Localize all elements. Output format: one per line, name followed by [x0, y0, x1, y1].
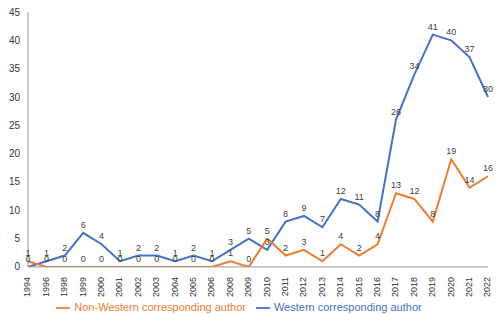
svg-text:2012: 2012: [298, 277, 308, 297]
svg-text:2001: 2001: [114, 277, 124, 297]
svg-text:2000: 2000: [96, 277, 106, 297]
svg-text:16: 16: [483, 163, 492, 173]
svg-text:0: 0: [117, 254, 122, 264]
svg-text:20: 20: [9, 148, 21, 159]
svg-text:1: 1: [25, 248, 30, 258]
svg-text:41: 41: [428, 22, 438, 32]
svg-text:2002: 2002: [133, 277, 143, 297]
svg-text:2: 2: [283, 243, 288, 253]
svg-text:1996: 1996: [41, 277, 51, 297]
svg-text:40: 40: [9, 35, 21, 46]
svg-text:2009: 2009: [243, 277, 253, 297]
svg-text:5: 5: [265, 226, 270, 236]
svg-text:25: 25: [9, 120, 21, 131]
svg-text:0: 0: [44, 254, 49, 264]
svg-text:2: 2: [62, 243, 67, 253]
svg-text:34: 34: [409, 61, 419, 71]
svg-text:3: 3: [265, 237, 270, 247]
svg-text:8: 8: [283, 209, 288, 219]
svg-text:5: 5: [246, 226, 251, 236]
svg-text:2004: 2004: [170, 277, 180, 297]
svg-text:7: 7: [320, 214, 325, 224]
svg-text:2017: 2017: [390, 277, 400, 297]
svg-text:19: 19: [446, 146, 456, 156]
svg-text:0: 0: [173, 254, 178, 264]
svg-text:2013: 2013: [317, 277, 327, 297]
svg-text:2003: 2003: [151, 277, 161, 297]
svg-text:2005: 2005: [188, 277, 198, 297]
svg-text:35: 35: [9, 63, 21, 74]
svg-text:4: 4: [99, 231, 104, 241]
svg-text:1999: 1999: [78, 277, 88, 297]
svg-text:0: 0: [209, 254, 214, 264]
svg-text:2020: 2020: [446, 277, 456, 297]
svg-text:26: 26: [391, 107, 401, 117]
svg-text:2014: 2014: [335, 277, 345, 297]
svg-text:1: 1: [228, 248, 233, 258]
svg-text:4: 4: [375, 231, 380, 241]
svg-text:4: 4: [338, 231, 343, 241]
svg-text:6: 6: [81, 220, 86, 230]
svg-text:0: 0: [81, 254, 86, 264]
svg-text:12: 12: [409, 186, 419, 196]
svg-text:10: 10: [9, 205, 21, 216]
svg-text:9: 9: [301, 203, 306, 213]
svg-text:45: 45: [9, 7, 21, 18]
svg-text:0: 0: [246, 254, 251, 264]
svg-text:0: 0: [191, 254, 196, 264]
svg-text:2: 2: [154, 243, 159, 253]
html-text:Non-Western corresponding auth: Non-Western corresponding author: [74, 300, 246, 313]
svg-text:40: 40: [446, 27, 456, 37]
html-text:Western corresponding author: Western corresponding author: [273, 300, 422, 313]
svg-text:14: 14: [465, 175, 475, 185]
svg-text:2: 2: [357, 243, 362, 253]
svg-text:0: 0: [154, 254, 159, 264]
svg-text:15: 15: [9, 176, 21, 187]
svg-text:3: 3: [228, 237, 233, 247]
svg-text:1998: 1998: [59, 277, 69, 297]
svg-text:2019: 2019: [427, 277, 437, 297]
svg-text:2011: 2011: [280, 277, 290, 296]
svg-text:2: 2: [191, 243, 196, 253]
svg-text:2006: 2006: [206, 277, 216, 297]
svg-text:2018: 2018: [409, 277, 419, 297]
svg-text:5: 5: [14, 233, 20, 244]
svg-text:37: 37: [465, 44, 475, 54]
svg-text:8: 8: [375, 209, 380, 219]
svg-text:30: 30: [483, 84, 492, 94]
svg-text:2022: 2022: [482, 277, 492, 297]
svg-text:0: 0: [99, 254, 104, 264]
svg-text:0: 0: [25, 253, 31, 264]
svg-text:2010: 2010: [262, 277, 272, 297]
svg-text:1: 1: [320, 248, 325, 258]
svg-text:3: 3: [301, 237, 306, 247]
svg-text:2021: 2021: [464, 277, 474, 297]
svg-text:2015: 2015: [354, 277, 364, 297]
svg-text:13: 13: [391, 180, 401, 190]
svg-text:0: 0: [14, 261, 20, 272]
svg-text:1994: 1994: [22, 277, 32, 297]
svg-text:0: 0: [62, 254, 67, 264]
svg-text:8: 8: [430, 209, 435, 219]
svg-text:12: 12: [336, 186, 346, 196]
svg-text:2016: 2016: [372, 277, 382, 297]
svg-text:11: 11: [355, 192, 364, 202]
svg-text:30: 30: [9, 92, 21, 103]
svg-text:2008: 2008: [225, 277, 235, 297]
svg-text:0: 0: [136, 254, 141, 264]
svg-text:2: 2: [136, 243, 141, 253]
